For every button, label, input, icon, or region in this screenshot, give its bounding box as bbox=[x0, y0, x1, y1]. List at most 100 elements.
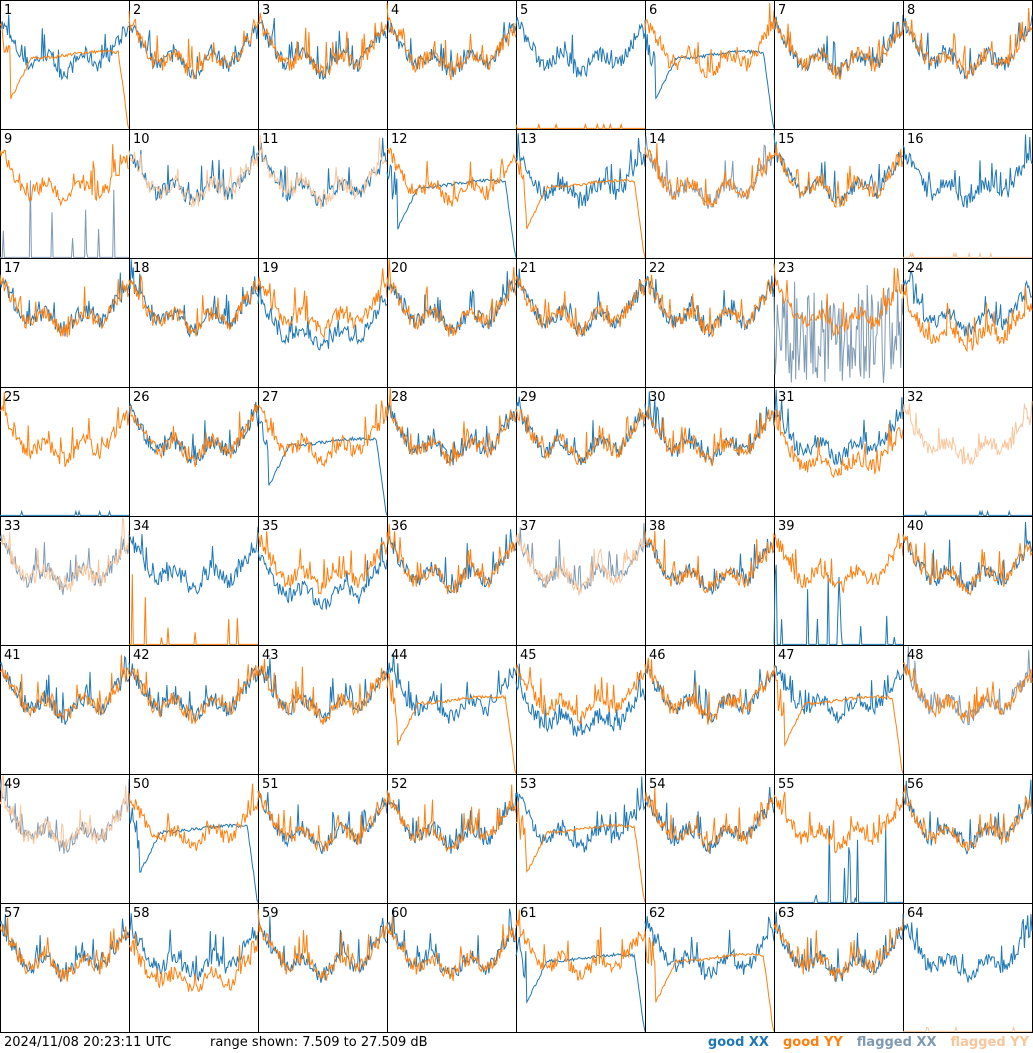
series-yy-14 bbox=[644, 143, 775, 208]
panel-label-56: 56 bbox=[907, 777, 924, 792]
series-yy-55 bbox=[773, 791, 904, 854]
series-xx-27 bbox=[257, 406, 388, 516]
panel-label-53: 53 bbox=[520, 777, 537, 792]
panel-label-32: 32 bbox=[907, 390, 924, 405]
panel-label-45: 45 bbox=[520, 648, 537, 663]
panel-label-33: 33 bbox=[4, 519, 21, 534]
series-yy-37 bbox=[515, 533, 646, 596]
series-yy-30 bbox=[644, 406, 775, 467]
panel-label-41: 41 bbox=[4, 648, 21, 663]
panel-label-16: 16 bbox=[907, 132, 924, 147]
panel-frame-20 bbox=[387, 258, 517, 388]
panel-frame-29 bbox=[516, 387, 646, 517]
panel-label-44: 44 bbox=[391, 648, 408, 663]
panel-frame-62 bbox=[645, 903, 775, 1033]
series-xx-31 bbox=[773, 389, 904, 465]
panel-frame-64 bbox=[903, 903, 1033, 1033]
series-yy-13 bbox=[515, 160, 646, 258]
series-yy-35 bbox=[257, 531, 388, 595]
series-yy-9 bbox=[0, 144, 130, 207]
legend-good-xx: good XX bbox=[707, 1035, 769, 1050]
series-yy-44 bbox=[386, 673, 517, 774]
series-xx-9 bbox=[0, 180, 129, 258]
panel-frame-18 bbox=[129, 258, 259, 388]
series-yy-40 bbox=[902, 534, 1033, 597]
series-yy-39 bbox=[773, 533, 904, 593]
panel-label-25: 25 bbox=[4, 390, 21, 405]
series-xx-18 bbox=[128, 259, 259, 338]
series-yy-33 bbox=[0, 517, 130, 593]
panel-label-62: 62 bbox=[649, 906, 666, 921]
panel-label-9: 9 bbox=[4, 132, 12, 147]
panel-label-49: 49 bbox=[4, 777, 21, 792]
series-xx-50 bbox=[128, 794, 259, 903]
panel-frame-21 bbox=[516, 258, 646, 388]
panel-label-42: 42 bbox=[133, 648, 150, 663]
panel-label-1: 1 bbox=[4, 3, 12, 18]
panel-frame-38 bbox=[645, 516, 775, 646]
series-yy-59 bbox=[257, 909, 388, 981]
series-yy-52 bbox=[386, 784, 517, 853]
series-xx-19 bbox=[257, 281, 388, 351]
panel-label-61: 61 bbox=[520, 906, 537, 921]
panel-label-27: 27 bbox=[262, 390, 279, 405]
series-yy-36 bbox=[386, 523, 517, 595]
panel-frame-27 bbox=[258, 387, 388, 517]
panel-frame-22 bbox=[645, 258, 775, 388]
series-xx-6 bbox=[644, 19, 775, 129]
series-yy-1 bbox=[0, 22, 130, 129]
panel-frame-54 bbox=[645, 774, 775, 904]
series-yy-16 bbox=[903, 251, 1032, 260]
panel-label-21: 21 bbox=[520, 261, 537, 276]
series-xx-39 bbox=[773, 564, 903, 645]
series-yy-11 bbox=[257, 135, 388, 209]
panel-label-60: 60 bbox=[391, 906, 408, 921]
panel-label-55: 55 bbox=[778, 777, 795, 792]
panel-label-37: 37 bbox=[520, 519, 537, 534]
range-label: range shown: 7.509 to 27.509 dB bbox=[210, 1035, 428, 1050]
series-xx-13 bbox=[515, 133, 646, 209]
panel-frame-1 bbox=[0, 0, 130, 130]
panel-label-7: 7 bbox=[778, 3, 786, 18]
series-yy-50 bbox=[128, 783, 259, 852]
panel-frame-40 bbox=[903, 516, 1033, 646]
panel-frame-19 bbox=[258, 258, 388, 388]
series-yy-21 bbox=[515, 274, 646, 337]
panel-label-48: 48 bbox=[907, 648, 924, 663]
series-xx-25 bbox=[0, 509, 129, 516]
panel-frame-43 bbox=[258, 645, 388, 775]
series-yy-58 bbox=[128, 930, 259, 993]
series-yy-64 bbox=[903, 1025, 1032, 1032]
panel-frame-56 bbox=[903, 774, 1033, 904]
panel-frame-25 bbox=[0, 387, 130, 517]
series-yy-61 bbox=[515, 909, 646, 981]
series-xx-58 bbox=[129, 913, 259, 982]
series-yy-7 bbox=[773, 16, 904, 80]
panel-label-46: 46 bbox=[649, 648, 666, 663]
panel-label-13: 13 bbox=[520, 132, 537, 147]
series-yy-57 bbox=[0, 917, 130, 982]
series-yy-12 bbox=[386, 147, 517, 207]
panel-label-24: 24 bbox=[907, 261, 924, 276]
panel-label-35: 35 bbox=[262, 519, 279, 534]
panel-label-52: 52 bbox=[391, 777, 408, 792]
series-yy-62 bbox=[644, 930, 775, 1032]
panel-frame-61 bbox=[516, 903, 646, 1033]
panel-label-19: 19 bbox=[262, 261, 279, 276]
series-yy-51 bbox=[257, 790, 388, 853]
series-xx-1 bbox=[0, 14, 130, 81]
series-yy-31 bbox=[773, 409, 904, 479]
panel-frame-55 bbox=[774, 774, 904, 904]
series-yy-54 bbox=[644, 787, 775, 853]
panel-label-10: 10 bbox=[133, 132, 150, 147]
panel-label-36: 36 bbox=[391, 519, 408, 534]
series-xx-32 bbox=[903, 509, 1032, 518]
panel-frame-9 bbox=[0, 129, 130, 259]
series-xx-3 bbox=[257, 17, 388, 80]
panel-frame-8 bbox=[903, 0, 1033, 130]
legend: good XX good YY flagged XX flagged YY bbox=[708, 1035, 1029, 1050]
panel-frame-34 bbox=[129, 516, 259, 646]
series-xx-14 bbox=[644, 136, 775, 209]
series-xx-21 bbox=[515, 268, 646, 338]
